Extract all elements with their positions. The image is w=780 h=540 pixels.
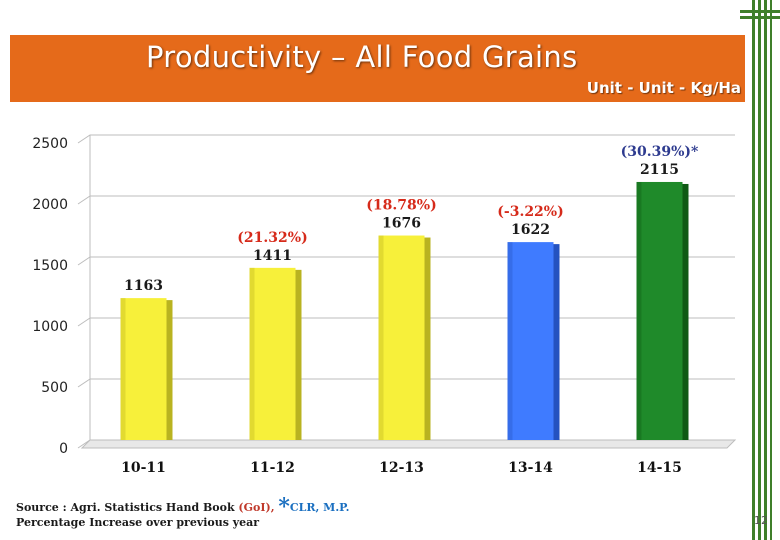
bar-shade [636,181,642,440]
value-label: 1163 [124,278,163,294]
value-label: 1411 [253,248,292,264]
bar-side [424,237,431,440]
y-tick-label: 2500 [32,136,68,152]
chart-floor [80,439,737,449]
percent-label: (-3.22%) [497,204,563,220]
page-number: 12 [754,514,768,527]
bar-side [553,244,560,440]
bar [507,242,554,440]
bar-side [682,183,689,440]
percent-label: (30.39%)* [621,144,699,160]
x-category-label: 12-13 [379,460,424,476]
percent-label: (18.78%) [366,198,436,214]
bar-side [166,300,173,440]
x-axis-categories: 10-11 11-12 12-13 13-14 14-15 [121,460,682,476]
value-label: 2115 [640,162,679,178]
bar [636,181,683,440]
y-axis-ticks: 0 500 1000 1500 2000 2500 [32,136,68,457]
percentage-note: Percentage Increase over previous year [16,516,260,529]
y-tick-label: 0 [59,441,68,457]
bar-shade [120,298,126,440]
y-tick-label: 500 [41,380,68,396]
percent-label: (21.32%) [237,230,307,246]
bar-shade [249,267,255,440]
x-category-label: 14-15 [637,460,682,476]
source-text: Source : Agri. Statistics Hand Book [16,501,239,514]
chart-labels: 1163 1411 (21.32%) 1676 (18.78%) 1622 (-3.22%)… [124,144,699,294]
page-title: Productivity – All Food Grains [146,40,578,74]
chart-bars [120,181,689,440]
bar [120,298,167,440]
bar-shade [507,242,513,440]
star-marker: * [278,494,290,520]
gridline [77,195,735,205]
y-tick-label: 1500 [32,258,68,274]
bar [378,235,425,440]
bar [249,267,296,440]
bar-side [295,269,302,440]
x-category-label: 13-14 [508,460,553,476]
gridline [77,134,735,144]
bar-shade [378,235,384,440]
y-tick-label: 1000 [32,319,68,335]
frame-line [770,0,772,540]
bar-chart: 0 500 1000 1500 2000 2500 1163 1411 (21.32%) 167… [32,134,737,476]
source-note: Source : Agri. Statistics Hand Book (GoI… [16,491,350,520]
value-label: 1622 [511,222,550,238]
source-clr: CLR, M.P. [289,501,350,514]
title-bar: Productivity – All Food Grains Unit - Un… [10,35,745,102]
x-category-label: 11-12 [250,460,295,476]
source-goi: (GoI), [238,501,275,514]
value-label: 1676 [382,216,421,232]
frame-line [740,16,780,19]
x-category-label: 10-11 [121,460,166,476]
frame-line [758,0,761,540]
frame-line [740,10,780,13]
y-tick-label: 2000 [32,197,68,213]
unit-label: Unit - Unit - Kg/Ha [586,79,741,97]
frame-line [752,0,755,540]
frame-line [764,0,767,540]
